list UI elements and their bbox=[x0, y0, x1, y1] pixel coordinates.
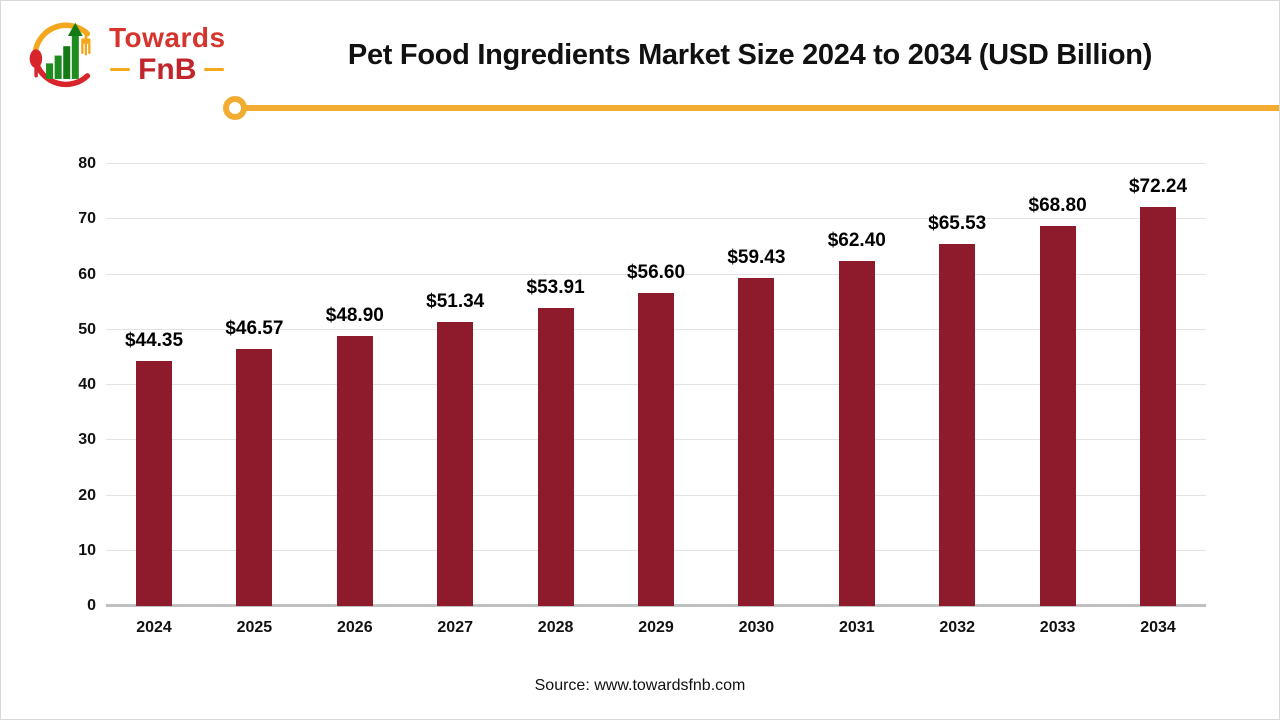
y-axis-label-70: 70 bbox=[78, 210, 96, 228]
chart-title: Pet Food Ingredients Market Size 2024 to… bbox=[347, 39, 1153, 71]
source-text: Source: www.towardsfnb.com bbox=[534, 677, 746, 694]
bar-2028 bbox=[537, 308, 574, 606]
brand-name-towards: Towards bbox=[109, 22, 226, 54]
bar-value-label-2027: $51.34 bbox=[426, 291, 485, 313]
x-axis-label-2025: 2025 bbox=[236, 619, 273, 636]
x-axis-label-2027: 2027 bbox=[437, 619, 473, 636]
bar-2033 bbox=[1039, 225, 1076, 606]
gridline-60 bbox=[106, 273, 1206, 275]
bar-2027 bbox=[437, 322, 474, 606]
x-axis-label-2030: 2030 bbox=[738, 619, 775, 636]
bar-value-label-2028: $53.91 bbox=[526, 277, 585, 299]
y-axis-label-60: 60 bbox=[78, 265, 96, 283]
y-axis-label-10: 10 bbox=[78, 541, 96, 559]
bar-value-label-2025: $46.57 bbox=[225, 317, 284, 339]
y-axis-label-50: 50 bbox=[78, 320, 96, 338]
x-axis-label-2033: 2033 bbox=[1039, 619, 1076, 636]
divider-ring-icon bbox=[223, 96, 247, 120]
y-axis-labels: 0 10 20 30 40 50 60 70 80 bbox=[31, 155, 96, 614]
x-axis-label-2026: 2026 bbox=[337, 619, 373, 636]
brand-logo: Towards FnB bbox=[25, 15, 226, 93]
bar-value-label-2031: $62.40 bbox=[827, 230, 886, 252]
y-axis-label-0: 0 bbox=[87, 597, 96, 614]
gridline-70 bbox=[106, 218, 1206, 220]
bar-2031 bbox=[838, 261, 875, 606]
x-axis-label-2031: 2031 bbox=[839, 619, 875, 636]
y-axis-label-80: 80 bbox=[78, 155, 96, 172]
y-axis-label-30: 30 bbox=[78, 431, 96, 449]
bar-2029 bbox=[638, 293, 674, 606]
y-axis-label-20: 20 bbox=[78, 486, 96, 504]
bar-value-label-2032: $65.53 bbox=[928, 212, 987, 234]
x-axis-labels: 2024 2025 2026 2027 2028 2029 2030 2031 2032 2033… bbox=[106, 619, 1206, 643]
bar-value-label-2026: $48.90 bbox=[325, 304, 384, 326]
towards-fnb-logo-icon bbox=[29, 22, 91, 88]
bar-value-label-2033: $68.80 bbox=[1028, 194, 1087, 216]
x-axis-label-2028: 2028 bbox=[537, 619, 574, 636]
bar-2024 bbox=[136, 360, 172, 606]
bar-value-label-2024: $44.35 bbox=[124, 329, 184, 351]
brand-text: Towards FnB bbox=[109, 23, 226, 84]
plot-area: $44.35 $46.57 $48.90 $51.34 $53.91 $56.60 $59.… bbox=[106, 163, 1206, 607]
x-axis-label-2024: 2024 bbox=[136, 619, 172, 636]
brand-name-fnb: FnB bbox=[138, 52, 197, 86]
x-axis-label-2029: 2029 bbox=[638, 619, 674, 636]
bar-2034 bbox=[1140, 206, 1176, 606]
bar-value-label-2034: $72.24 bbox=[1128, 175, 1188, 197]
y-axis-label-40: 40 bbox=[78, 376, 96, 393]
divider-line bbox=[244, 105, 1279, 111]
bar-value-label-2030: $59.43 bbox=[727, 246, 786, 268]
gridline-80 bbox=[106, 163, 1206, 164]
bar-2026 bbox=[336, 335, 373, 606]
brand-dash-right bbox=[204, 68, 225, 72]
bar-2030 bbox=[738, 277, 775, 606]
bar-2032 bbox=[939, 243, 976, 606]
bar-2025 bbox=[236, 348, 273, 606]
brand-dash-left bbox=[110, 68, 131, 72]
x-axis-label-2032: 2032 bbox=[939, 619, 975, 636]
bar-value-label-2029: $56.60 bbox=[626, 262, 686, 284]
x-axis-label-2034: 2034 bbox=[1140, 619, 1176, 636]
